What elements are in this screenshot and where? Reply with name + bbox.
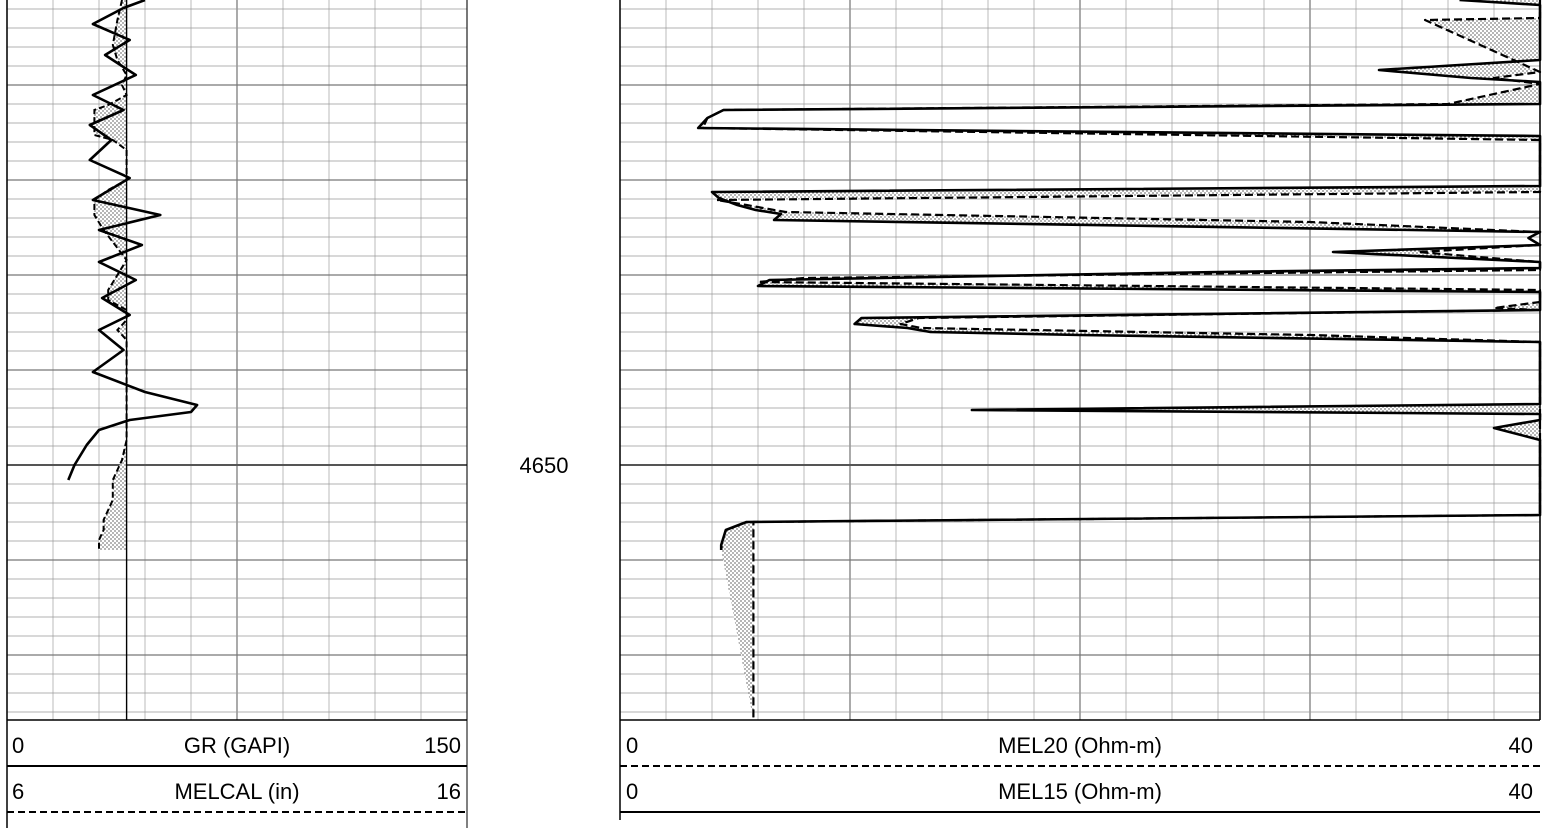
depth-label: 4650 [520,453,569,478]
mel20-right-scale: 40 [1509,733,1533,758]
mel15-right-scale: 40 [1509,779,1533,804]
track1-header: 0 GR (GAPI) 150 6 MELCAL (in) 16 [6,0,468,828]
melcal-curve-name: MELCAL (in) [174,779,299,804]
separation-fill-area [698,0,1540,720]
gr-curve [67,0,199,481]
mel20-curve-name: MEL20 (Ohm-m) [998,733,1162,758]
depth-track: 4650 [466,0,569,720]
gr-right-scale: 150 [424,733,461,758]
track2-curves [696,0,1542,720]
caliper-fill [94,0,127,550]
mel15-curve-name: MEL15 (Ohm-m) [998,779,1162,804]
track1-curves [67,0,199,720]
melcal-left-scale: 6 [12,779,24,804]
track2-header: 0 MEL20 (Ohm-m) 40 0 MEL15 (Ohm-m) 40 [619,0,1541,820]
mel15-left-scale: 0 [626,779,638,804]
caliper-fill-area [94,0,127,550]
melcal-right-scale: 16 [437,779,461,804]
track1-grid [6,0,468,720]
resistivity-separation-fill [698,0,1540,720]
gr-curve-name: GR (GAPI) [184,733,290,758]
gr-left-scale: 0 [12,733,24,758]
melcal-curve [93,0,128,550]
mel20-left-scale: 0 [626,733,638,758]
